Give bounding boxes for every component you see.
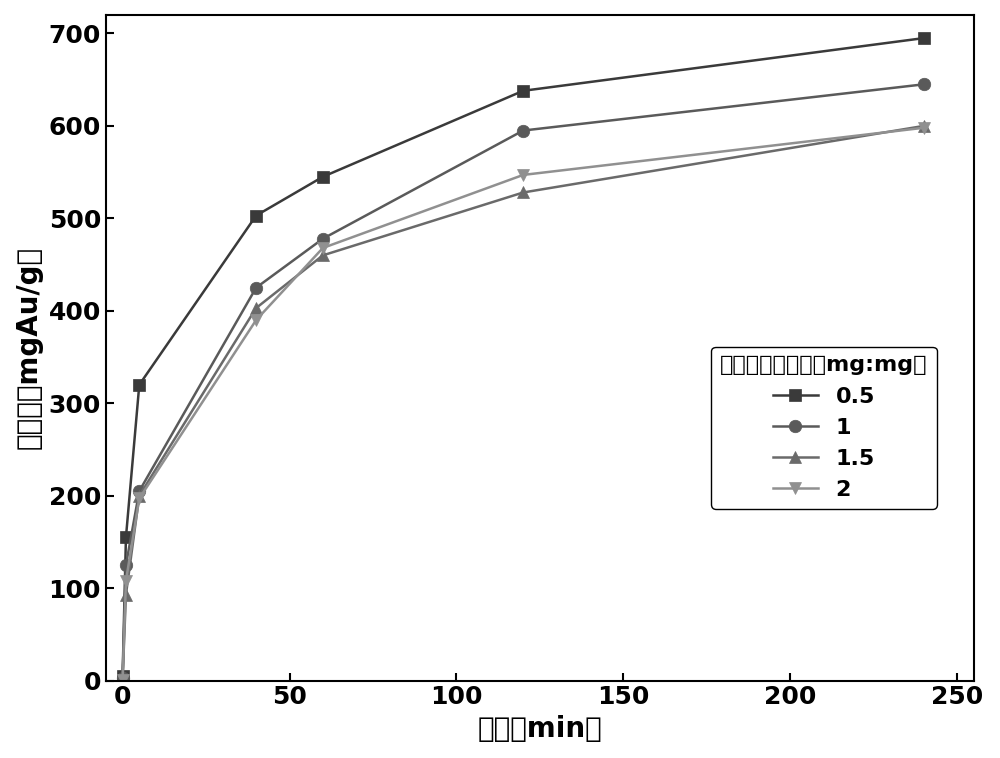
X-axis label: 时间（min）: 时间（min）: [477, 715, 602, 743]
1.5: [250, 303, 262, 312]
1: [918, 80, 930, 89]
1.5: [120, 590, 132, 599]
1: [133, 487, 145, 496]
1: [117, 673, 129, 682]
1.5: [517, 188, 529, 197]
1: [120, 560, 132, 569]
Y-axis label: 吸附量（mgAu/g）: 吸附量（mgAu/g）: [15, 246, 43, 449]
2: [517, 171, 529, 180]
0.5: [117, 672, 129, 681]
0.5: [517, 86, 529, 96]
2: [317, 243, 329, 252]
1: [517, 126, 529, 135]
1.5: [918, 121, 930, 130]
1: [250, 283, 262, 293]
2: [250, 315, 262, 324]
0.5: [133, 381, 145, 390]
Legend: 0.5, 1, 1.5, 2: 0.5, 1, 1.5, 2: [711, 346, 937, 509]
Line: 2: 2: [116, 121, 930, 686]
0.5: [120, 533, 132, 542]
Line: 0.5: 0.5: [116, 32, 930, 682]
0.5: [250, 211, 262, 220]
1.5: [317, 251, 329, 260]
0.5: [317, 172, 329, 181]
2: [117, 675, 129, 684]
0.5: [918, 33, 930, 42]
Line: 1: 1: [116, 78, 930, 684]
1.5: [117, 674, 129, 683]
2: [120, 576, 132, 585]
Line: 1.5: 1.5: [116, 120, 930, 685]
1.5: [133, 491, 145, 500]
1: [317, 234, 329, 243]
2: [918, 124, 930, 133]
2: [133, 494, 145, 503]
